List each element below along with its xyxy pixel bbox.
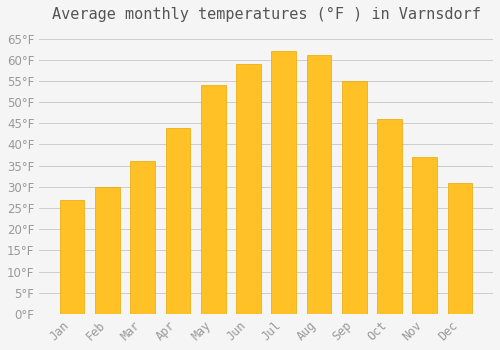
- Bar: [272, 51, 296, 314]
- Bar: [130, 161, 155, 314]
- Bar: [201, 85, 226, 314]
- Bar: [342, 81, 366, 314]
- Bar: [236, 64, 261, 314]
- Bar: [448, 183, 472, 314]
- Bar: [306, 56, 332, 314]
- Bar: [60, 199, 84, 314]
- Bar: [377, 119, 402, 314]
- Bar: [412, 157, 437, 314]
- Bar: [95, 187, 120, 314]
- Title: Average monthly temperatures (°F ) in Varnsdorf: Average monthly temperatures (°F ) in Va…: [52, 7, 480, 22]
- Bar: [166, 127, 190, 314]
